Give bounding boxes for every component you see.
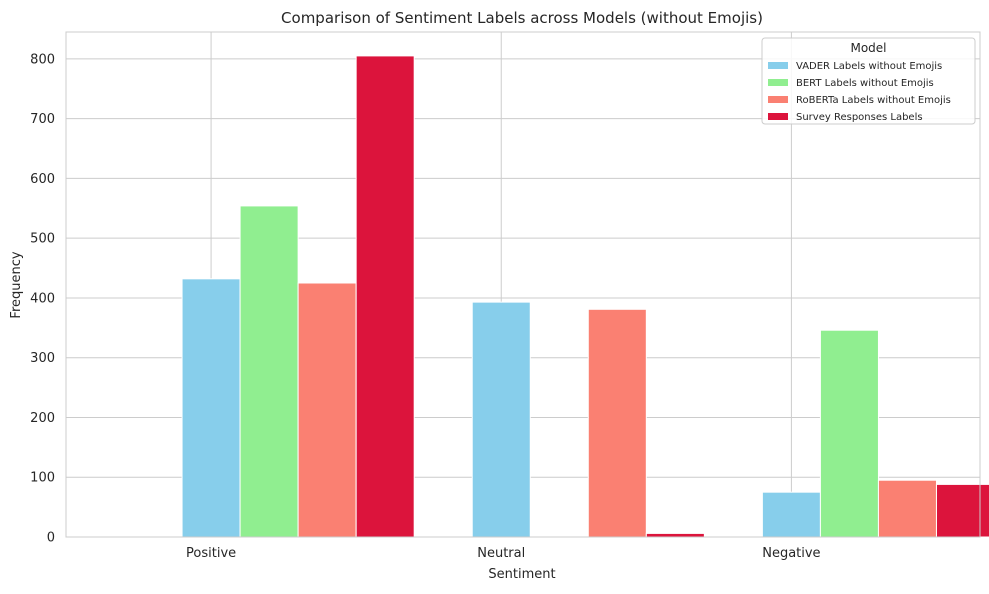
bar xyxy=(645,532,705,538)
y-tick-label: 300 xyxy=(30,351,55,366)
plot-frame xyxy=(65,31,981,538)
legend-label: Survey Responses Labels xyxy=(796,112,923,123)
bar xyxy=(935,483,989,538)
legend-label: BERT Labels without Emojis xyxy=(796,78,934,89)
y-tick-label: 700 xyxy=(30,112,55,127)
bar xyxy=(297,282,357,538)
bar xyxy=(239,205,299,538)
x-tick-label: Positive xyxy=(186,546,236,561)
bar xyxy=(819,329,879,538)
tick-labels: 0 100 200 300 400 500 600 700 800 Positive Neutral… xyxy=(30,52,820,561)
x-tick-label: Neutral xyxy=(477,546,525,561)
bar xyxy=(761,491,821,538)
bar xyxy=(587,308,647,538)
bar xyxy=(355,55,415,538)
bar xyxy=(471,301,531,538)
chart-title: Comparison of Sentiment Labels across Mo… xyxy=(281,9,763,27)
y-tick-label: 800 xyxy=(30,52,55,67)
y-tick-label: 400 xyxy=(30,291,55,306)
legend-swatch xyxy=(768,79,788,86)
x-tick-label: Negative xyxy=(762,546,820,561)
legend-box xyxy=(761,37,976,125)
bar xyxy=(181,278,241,538)
y-tick-label: 600 xyxy=(30,172,55,187)
legend-swatch xyxy=(768,62,788,69)
legend-label: RoBERTa Labels without Emojis xyxy=(796,95,951,106)
legend-title: Model xyxy=(850,41,886,55)
y-tick-label: 500 xyxy=(30,232,55,247)
bar xyxy=(877,479,937,538)
y-axis-label: Frequency xyxy=(9,251,24,318)
y-tick-label: 100 xyxy=(30,471,55,486)
legend: Model VADER Labels without Emojis BERT Lab… xyxy=(761,37,976,125)
legend-label: VADER Labels without Emojis xyxy=(796,61,942,72)
legend-swatch xyxy=(768,96,788,103)
bars xyxy=(181,55,989,538)
y-tick-label: 0 xyxy=(47,531,55,546)
y-tick-label: 200 xyxy=(30,411,55,426)
legend-swatch xyxy=(768,113,788,120)
x-axis-label: Sentiment xyxy=(488,567,555,582)
